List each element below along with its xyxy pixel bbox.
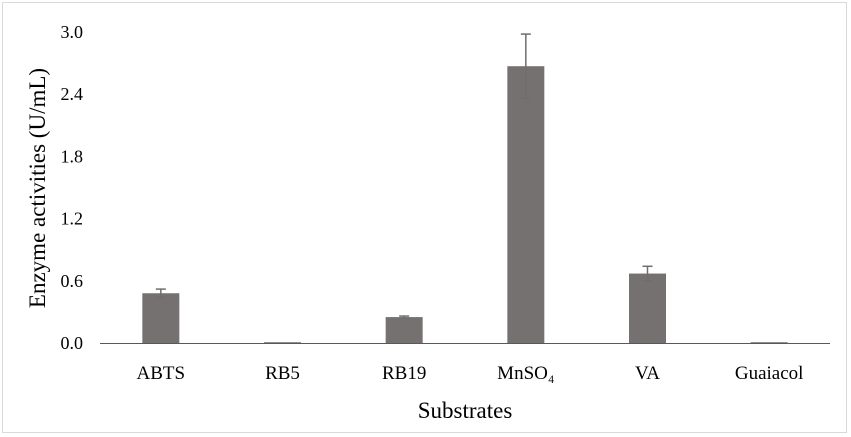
y-tick-label: 3.0: [61, 22, 84, 42]
x-tick-label: RB5: [265, 363, 300, 384]
y-tick-label: 1.2: [61, 209, 84, 229]
y-tick-label: 1.8: [61, 146, 84, 166]
y-axis-title: Enzyme activities (U/mL): [25, 68, 50, 308]
bar: [507, 66, 545, 344]
bar: [385, 317, 423, 343]
bar: [750, 342, 788, 343]
y-tick-label: 0.6: [61, 271, 84, 291]
chart-frame: [2, 2, 847, 433]
bar: [142, 293, 180, 343]
x-tick-label: RB19: [382, 363, 426, 384]
bar: [629, 273, 666, 343]
x-axis-title: Substrates: [418, 398, 513, 423]
y-tick-label: 2.4: [61, 84, 84, 104]
y-tick-label: 0.0: [61, 333, 84, 353]
x-tick-label: Guaiacol: [735, 363, 804, 384]
x-tick-label: MnSO₄: [497, 363, 554, 384]
bar: [264, 342, 301, 343]
x-tick-label: VA: [635, 363, 660, 384]
x-tick-label: ABTS: [137, 363, 186, 384]
